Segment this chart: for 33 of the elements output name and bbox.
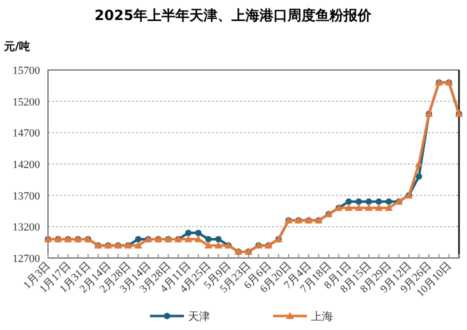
point [414, 160, 423, 167]
y-tick-label: 12700 [12, 253, 40, 265]
point [215, 236, 222, 242]
point [416, 173, 422, 180]
point [346, 198, 352, 205]
point [354, 204, 363, 211]
point [376, 198, 382, 205]
point [356, 198, 362, 205]
chart-title: 2025年上半年天津、上海港口周度鱼粉报价 [94, 7, 372, 24]
y-tick-label: 13200 [12, 222, 40, 234]
y-axis-title: 元/吨 [3, 40, 30, 53]
y-tick-label: 14700 [12, 128, 40, 140]
y-tick-label: 15700 [12, 65, 40, 77]
point [374, 204, 383, 211]
y-tick-label: 15200 [12, 96, 40, 108]
y-tick-label: 13700 [12, 190, 40, 202]
y-tick-label: 14200 [12, 159, 40, 171]
legend-label: 天津 [188, 310, 210, 323]
point [384, 204, 393, 211]
point [204, 241, 212, 248]
point [214, 241, 222, 248]
point [185, 230, 192, 236]
point [205, 236, 212, 242]
point [195, 230, 202, 236]
point [194, 235, 202, 242]
point [366, 198, 372, 205]
point [134, 241, 142, 248]
point [386, 198, 392, 205]
point [135, 236, 142, 242]
point [344, 204, 353, 211]
point [364, 204, 373, 211]
point [184, 235, 192, 242]
legend-label: 上海 [311, 310, 333, 323]
